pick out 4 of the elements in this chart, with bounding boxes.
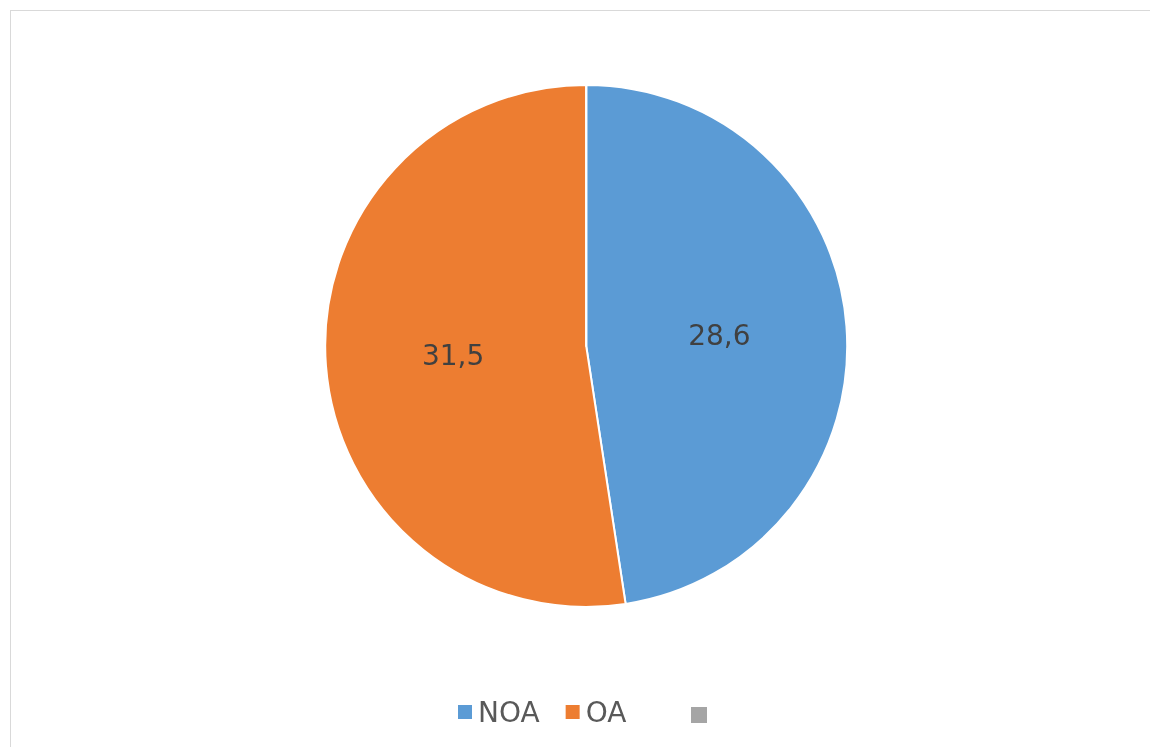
data-label: 28,6 xyxy=(688,319,751,353)
legend-label: OA xyxy=(585,695,627,729)
legend-label: NOA xyxy=(478,695,540,729)
data-label: 31,5 xyxy=(421,339,485,373)
